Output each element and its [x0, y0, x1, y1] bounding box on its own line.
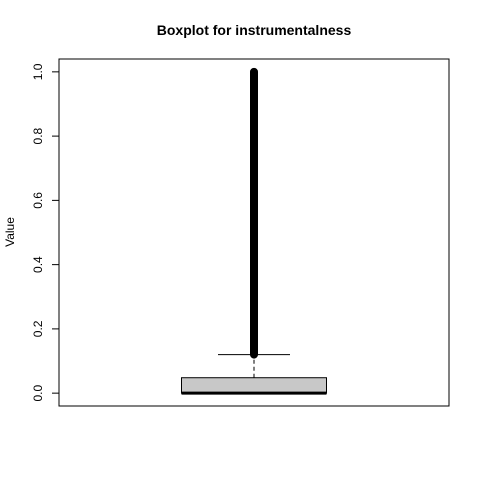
y-axis-label: Value	[3, 217, 17, 247]
y-tick-label-1: 0.2	[31, 320, 45, 337]
y-tick-label-2: 0.4	[31, 256, 45, 273]
y-tick-label-5: 1.0	[31, 63, 45, 80]
y-tick-label-3: 0.6	[31, 192, 45, 209]
chart-title: Boxplot for instrumentalness	[157, 22, 352, 38]
plot-area	[181, 67, 327, 395]
y-tick-label-4: 0.8	[31, 127, 45, 144]
y-axis: 0.0 0.2 0.4 0.6 0.8 1.0	[31, 63, 60, 401]
box-iqr	[181, 377, 327, 394]
y-tick-label-0: 0.0	[31, 384, 45, 401]
